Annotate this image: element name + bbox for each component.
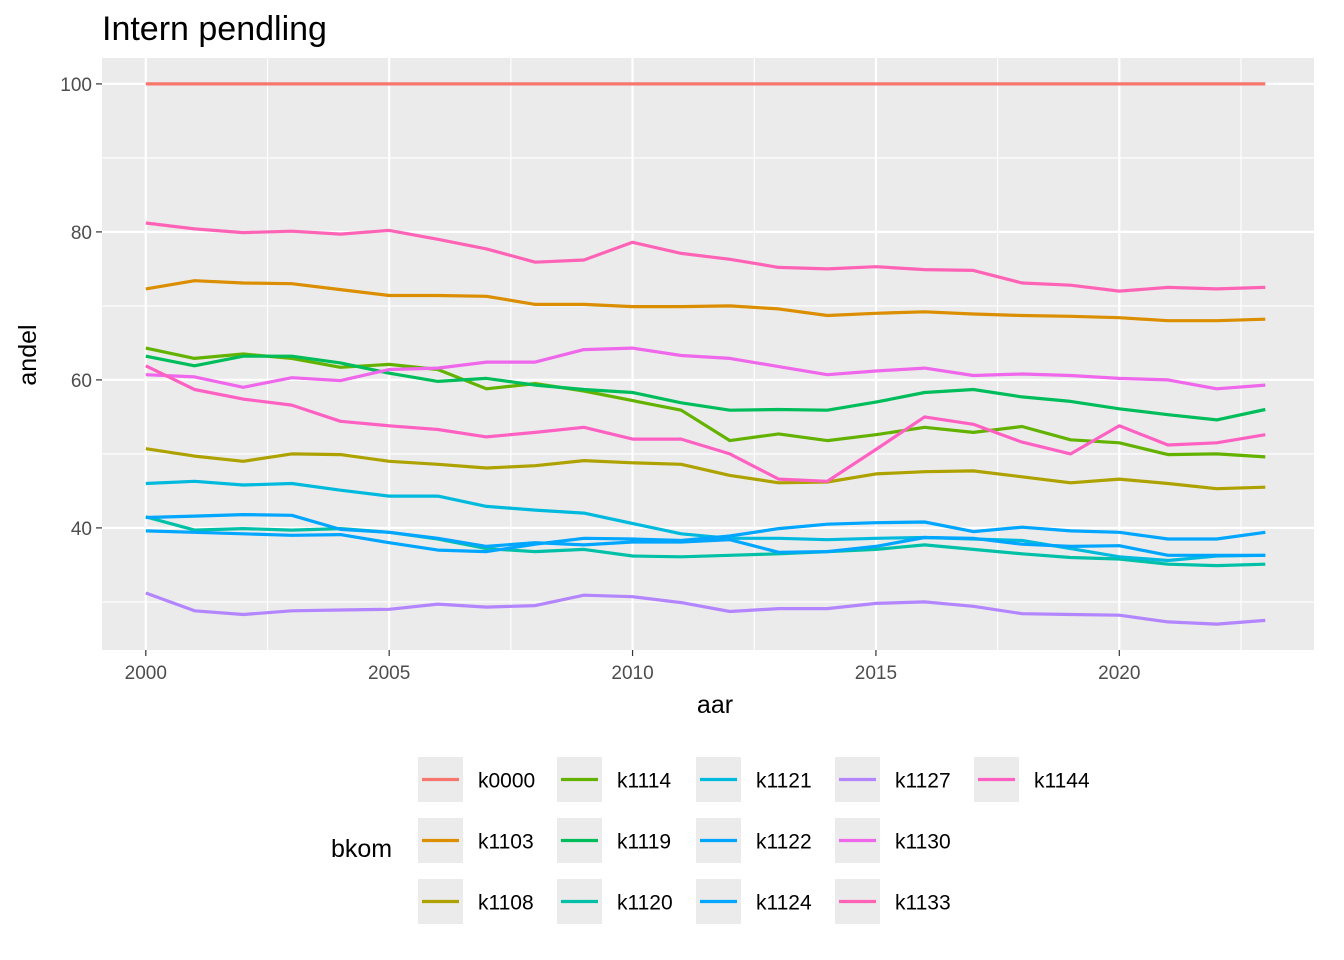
series-line-k1103 — [145, 279, 1266, 323]
legend-label-k1108: k1108 — [478, 892, 534, 915]
legend-label-k1144: k1144 — [1034, 770, 1090, 793]
series-line-k1120 — [145, 515, 1266, 568]
series-line-k1122 — [145, 512, 1266, 557]
legend-label-k1121: k1121 — [756, 770, 812, 793]
series-line-k1124 — [145, 520, 1266, 554]
series-line-k1108 — [145, 447, 1266, 491]
series-lines — [145, 82, 1266, 626]
legend-label-k1130: k1130 — [895, 831, 951, 854]
series-line-k1130 — [145, 346, 1266, 391]
plot-panel — [102, 58, 1314, 650]
y-tick-label-80: 80 — [71, 223, 92, 244]
legend-label-k1127: k1127 — [895, 770, 951, 793]
x-tick-label-2015: 2015 — [855, 663, 897, 684]
y-axis-title: andel — [14, 324, 42, 385]
y-tick-label-40: 40 — [71, 519, 92, 540]
x-tick-label-2020: 2020 — [1098, 663, 1140, 684]
y-tick-label-100: 100 — [60, 75, 92, 96]
legend-label-k1122: k1122 — [756, 831, 812, 854]
legend-label-k1133: k1133 — [895, 892, 951, 915]
legend-label-k1114: k1114 — [617, 770, 671, 793]
series-line-k1121 — [145, 479, 1266, 563]
legend-label-k1120: k1120 — [617, 892, 673, 915]
y-axis: 40 60 80 100 — [60, 75, 102, 540]
series-line-k1114 — [145, 346, 1266, 459]
legend: bkom k0000 k1114 k1121 k1127 k1144 k1103 k1119… — [331, 757, 1090, 924]
legend-label-k1103: k1103 — [478, 831, 534, 854]
minor-gridlines — [102, 58, 1314, 650]
legend-label-k1119: k1119 — [617, 831, 671, 854]
legend-label-k1124: k1124 — [756, 892, 812, 915]
x-tick-label-2010: 2010 — [611, 663, 653, 684]
x-axis: 2000 2005 2010 2015 2020 — [125, 650, 1140, 684]
y-tick-label-60: 60 — [71, 371, 92, 392]
legend-label-k0000: k0000 — [478, 770, 535, 793]
series-line-k1127 — [145, 591, 1266, 626]
series-line-k1119 — [145, 354, 1266, 422]
x-tick-label-2000: 2000 — [125, 663, 167, 684]
x-tick-label-2005: 2005 — [368, 663, 410, 684]
chart-title: Intern pendling — [102, 10, 327, 48]
series-line-k1133 — [145, 221, 1266, 293]
x-axis-title: aar — [697, 691, 733, 719]
legend-title: bkom — [331, 835, 392, 863]
series-line-k1144 — [145, 364, 1266, 483]
